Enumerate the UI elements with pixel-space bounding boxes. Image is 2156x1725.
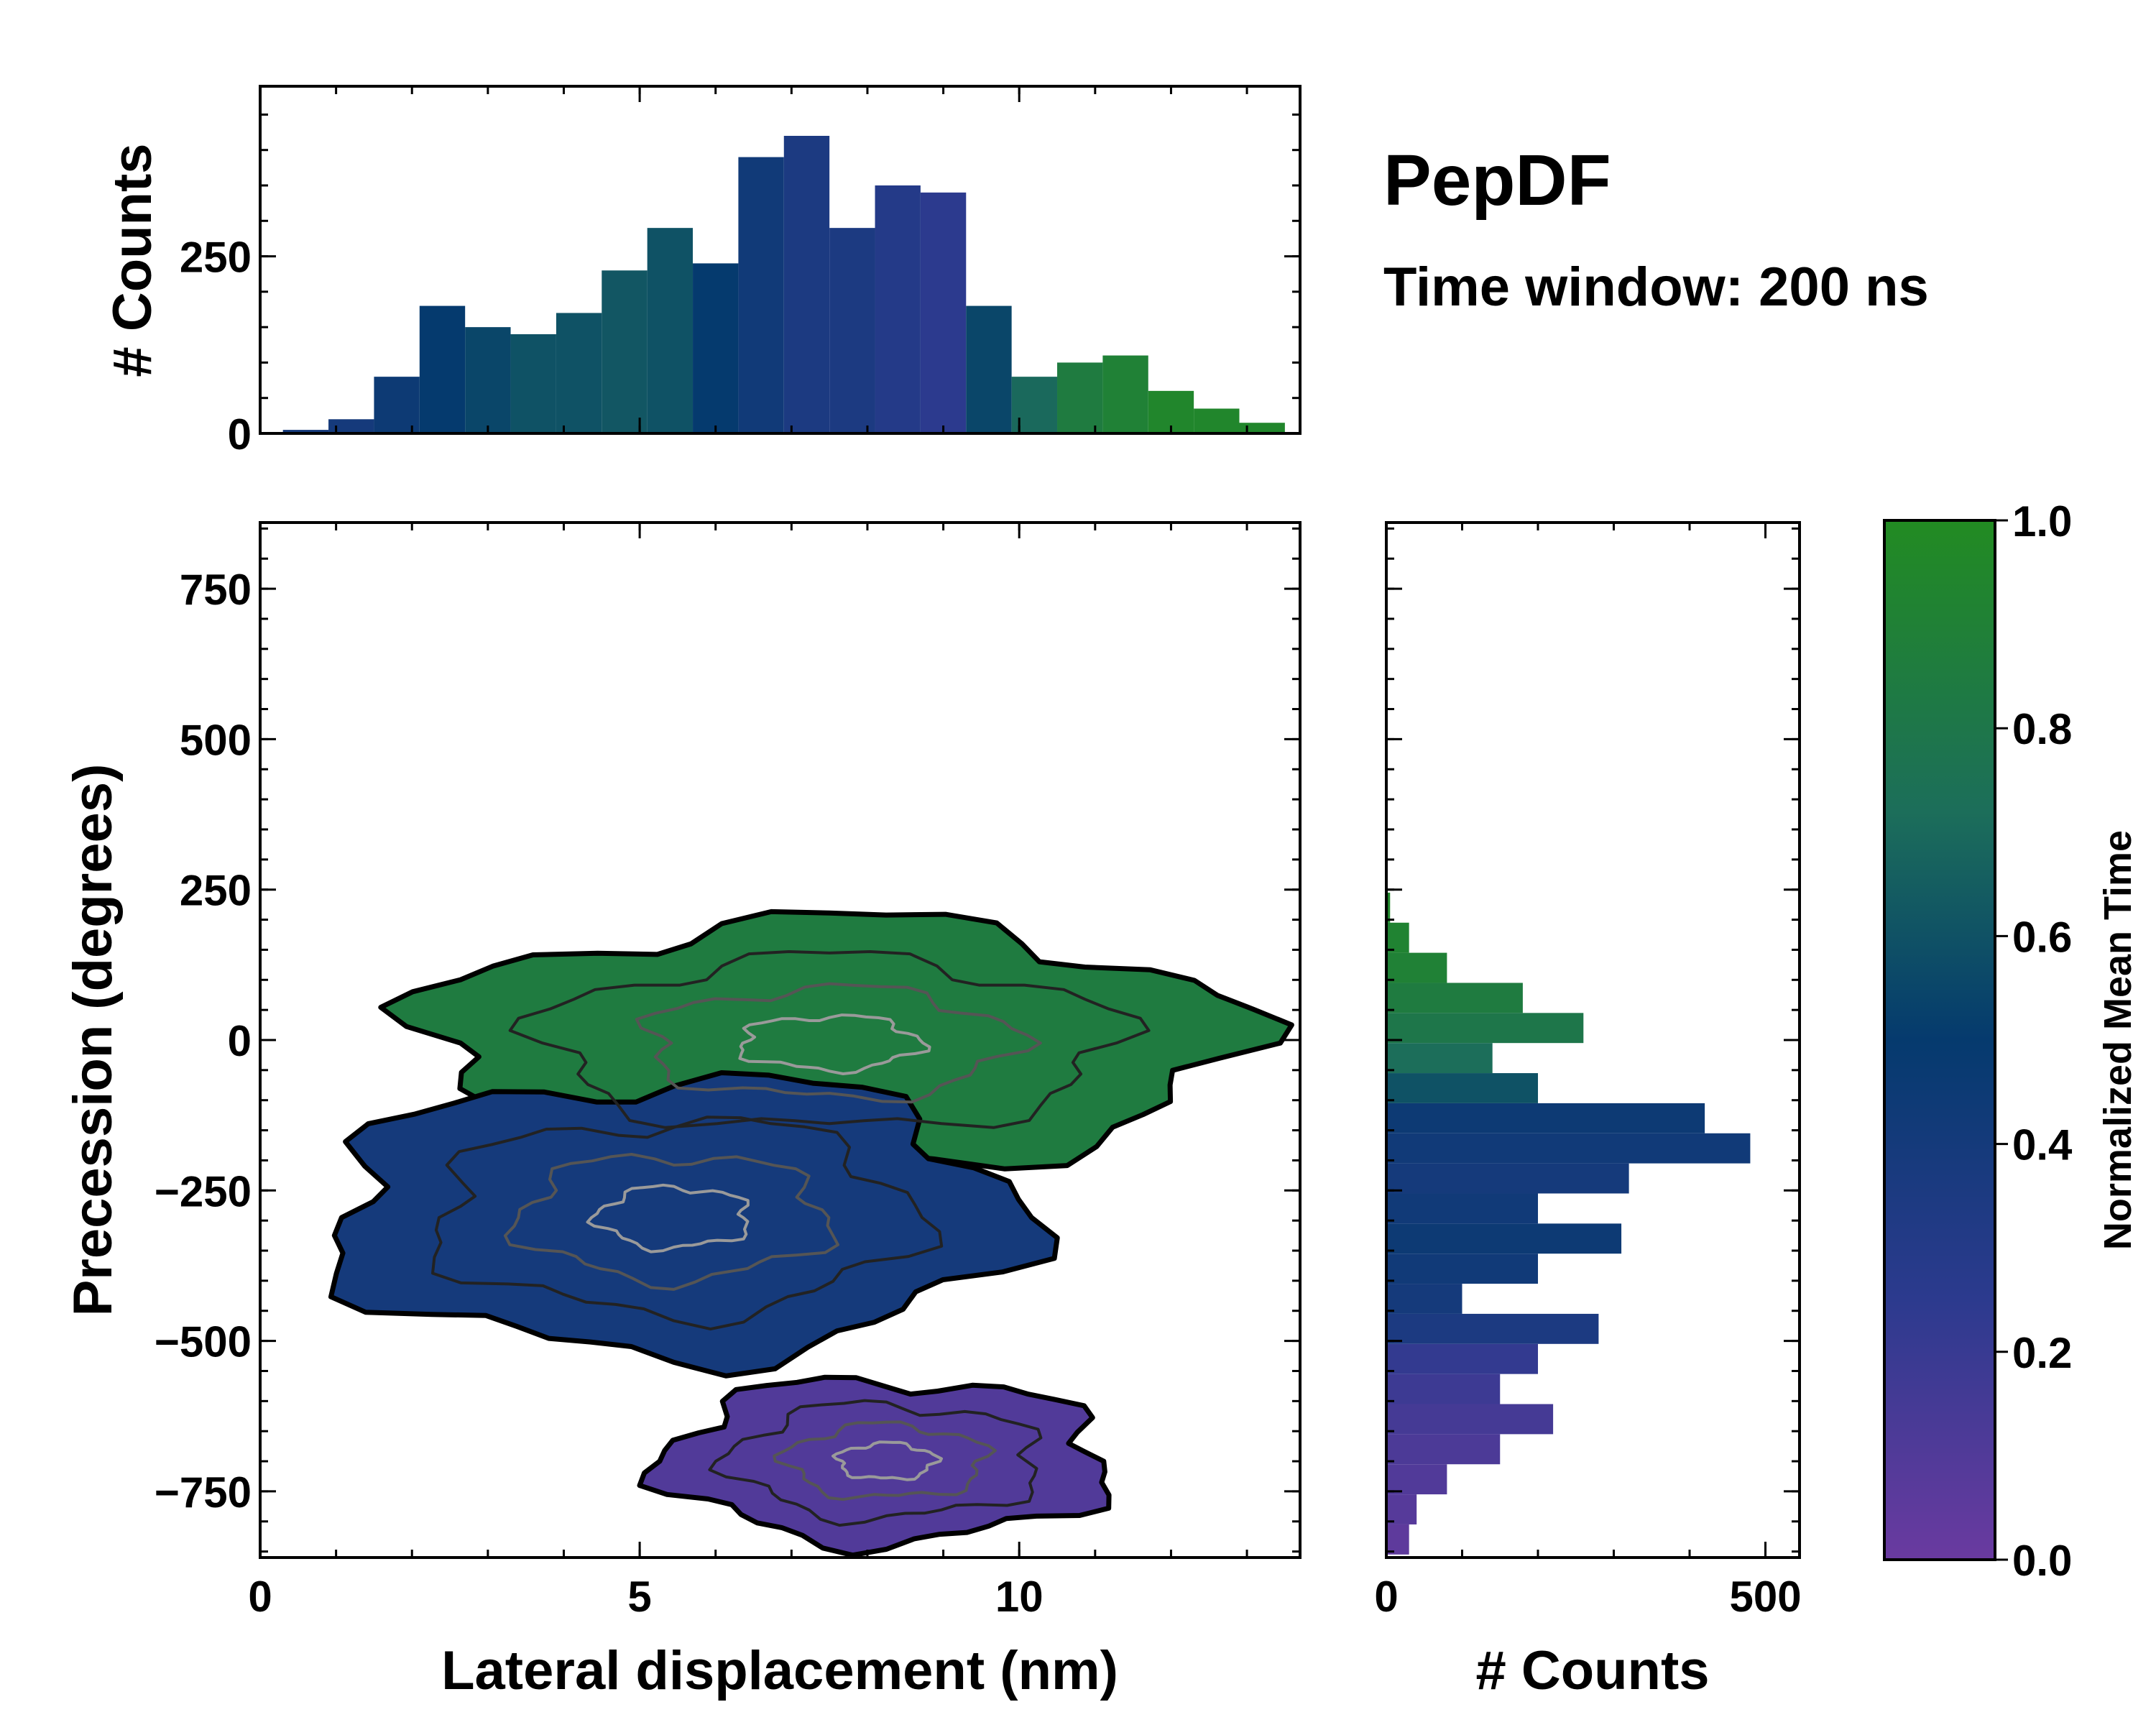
tick-label: −250 bbox=[155, 1167, 252, 1215]
main-ticks: 0 5 10 −750 −500 −250 0 250 500 750 bbox=[155, 523, 1300, 1621]
right-bar bbox=[1386, 1223, 1622, 1254]
right-bar bbox=[1386, 1193, 1539, 1224]
right-bar bbox=[1386, 1524, 1409, 1555]
top-bar bbox=[282, 430, 329, 433]
tick-label: 0 bbox=[228, 410, 252, 459]
tick-label: 0 bbox=[248, 1573, 272, 1621]
right-bar bbox=[1386, 922, 1409, 953]
right-bar bbox=[1386, 1073, 1539, 1103]
right-bar bbox=[1386, 1404, 1554, 1435]
right-bar bbox=[1386, 1163, 1629, 1194]
heatmap-contour bbox=[586, 1183, 750, 1254]
right-histogram: 0 500 # Counts bbox=[1374, 521, 1802, 1701]
main-xlabel: Lateral displacement (nm) bbox=[441, 1640, 1118, 1701]
right-bar bbox=[1386, 1013, 1584, 1044]
colorbar-label: Normalized Mean Time bbox=[2096, 830, 2139, 1250]
heatmap-contour bbox=[738, 1013, 931, 1075]
top-histogram-frame bbox=[259, 85, 1302, 435]
heatmap-contour bbox=[431, 1116, 944, 1331]
top-bar bbox=[738, 157, 784, 434]
right-bar bbox=[1386, 983, 1523, 1013]
right-bar bbox=[1386, 1103, 1705, 1133]
tick-label: 250 bbox=[180, 234, 252, 282]
tick-label: 0.0 bbox=[2012, 1537, 2072, 1585]
tick-label: −750 bbox=[155, 1468, 252, 1517]
tick-label: 0 bbox=[228, 1017, 252, 1065]
tick-label: 500 bbox=[1729, 1573, 1801, 1621]
right-bar bbox=[1386, 1133, 1751, 1164]
main-ylabel: Precession (degrees) bbox=[63, 764, 124, 1317]
chart-subtitle: Time window: 200 ns bbox=[1383, 257, 1929, 318]
tick-label: 0 bbox=[1374, 1573, 1398, 1621]
main-frame bbox=[259, 521, 1302, 1559]
top-bar bbox=[556, 313, 602, 433]
heatmap-contour bbox=[831, 1440, 943, 1481]
top-bar bbox=[1239, 423, 1285, 433]
heatmap-contour bbox=[773, 1420, 997, 1501]
heatmap-contour bbox=[503, 1153, 839, 1291]
top-bar bbox=[1057, 362, 1103, 433]
tick-label: 0.8 bbox=[2012, 705, 2072, 753]
top-bar bbox=[829, 228, 875, 433]
right-histogram-frame bbox=[1385, 521, 1801, 1559]
heatmap-contours bbox=[431, 950, 1151, 1527]
heatmap-regions bbox=[328, 908, 1294, 1558]
right-bar bbox=[1386, 952, 1447, 983]
heatmap-region bbox=[328, 1070, 1060, 1379]
right-bar bbox=[1386, 1043, 1493, 1074]
right-bar bbox=[1386, 1313, 1599, 1344]
heatmap-region bbox=[637, 1374, 1112, 1558]
top-bar bbox=[419, 305, 466, 433]
right-bar bbox=[1386, 1374, 1501, 1404]
top-bar bbox=[1102, 355, 1148, 433]
heatmap-contour bbox=[508, 950, 1151, 1129]
tick-label: 1.0 bbox=[2012, 497, 2072, 546]
top-bar bbox=[602, 270, 648, 433]
right-xlabel: # Counts bbox=[1475, 1640, 1709, 1701]
tick-label: 5 bbox=[627, 1573, 651, 1621]
top-bar bbox=[966, 305, 1012, 433]
tick-label: 500 bbox=[180, 716, 252, 764]
top-histogram-bars bbox=[282, 136, 1285, 434]
top-ylabel: # Counts bbox=[102, 143, 163, 377]
top-bar bbox=[1194, 408, 1240, 433]
tick-label: 10 bbox=[995, 1573, 1044, 1621]
right-bar bbox=[1386, 1464, 1447, 1495]
tick-label: 750 bbox=[180, 566, 252, 614]
heatmap-contour bbox=[708, 1399, 1043, 1527]
colorbar-ticks: 0.0 0.2 0.4 0.6 0.8 1.0 bbox=[1995, 497, 2073, 1585]
chart-title: PepDF bbox=[1383, 140, 1611, 221]
right-bar bbox=[1386, 1434, 1501, 1465]
top-bar bbox=[693, 263, 739, 433]
top-bar bbox=[328, 419, 374, 433]
colorbar: 0.0 0.2 0.4 0.6 0.8 1.0 Normalized Mean Time bbox=[1883, 497, 2139, 1585]
tick-label: −500 bbox=[155, 1318, 252, 1366]
top-bar bbox=[374, 377, 420, 433]
tick-label: 0.6 bbox=[2012, 913, 2072, 961]
top-histogram: 0 250 # Counts bbox=[102, 85, 1302, 459]
tick-label: 0.2 bbox=[2012, 1329, 2072, 1377]
colorbar-gradient bbox=[1883, 519, 1996, 1561]
tick-label: 250 bbox=[180, 867, 252, 915]
right-bar bbox=[1386, 1343, 1539, 1374]
right-bar bbox=[1386, 1494, 1417, 1524]
right-bar bbox=[1386, 1254, 1539, 1284]
tick-label: 0.4 bbox=[2012, 1121, 2073, 1169]
right-bar bbox=[1386, 1284, 1462, 1314]
heatmap-contour bbox=[635, 982, 1042, 1104]
right-histogram-bars bbox=[1386, 892, 1751, 1555]
top-bar bbox=[783, 136, 830, 433]
top-bar bbox=[465, 327, 511, 433]
top-bar bbox=[510, 334, 556, 433]
top-bar bbox=[647, 228, 694, 433]
right-bar bbox=[1386, 892, 1391, 923]
top-bar bbox=[875, 185, 921, 433]
main-panel: 0 5 10 −750 −500 −250 0 250 500 750 Lateral displ… bbox=[63, 521, 1302, 1701]
top-bar bbox=[920, 192, 967, 433]
